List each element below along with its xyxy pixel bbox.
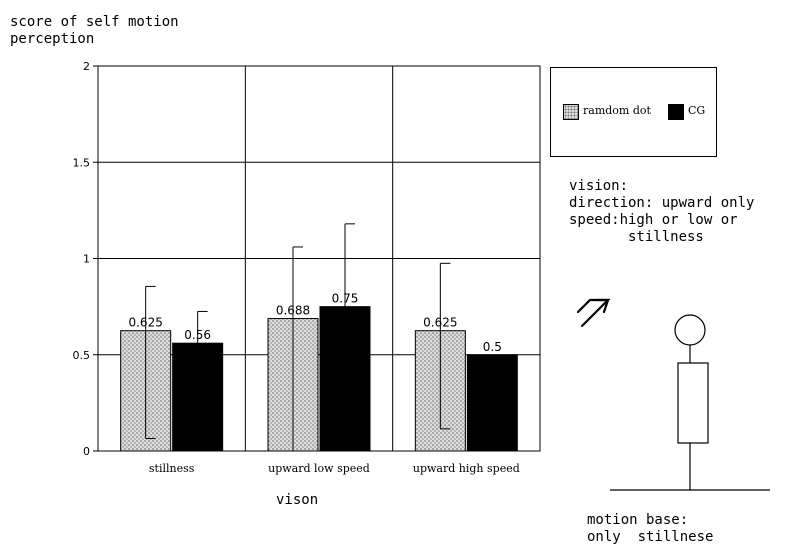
legend-swatch-cg	[668, 104, 684, 120]
figure-body	[677, 362, 709, 444]
legend-swatch-random-dot	[563, 104, 579, 120]
upward-diagonal-arrow-icon	[576, 298, 611, 328]
y-tick-label: 0.5	[73, 349, 91, 362]
error-bars	[145, 223, 451, 452]
legend-label-random-dot: ramdom dot	[583, 104, 651, 117]
bar-cg	[466, 354, 518, 452]
vision-note: vision: direction: upward only speed:hig…	[569, 178, 755, 245]
x-tick-label: stillness	[149, 462, 195, 475]
data-label: 0.75	[332, 292, 359, 306]
legend: ramdom dot CG	[550, 67, 717, 157]
data-label: 0.688	[276, 304, 310, 318]
x-tick-label: upward low speed	[268, 462, 370, 475]
motion-base-note: motion base: only stillnese	[587, 512, 714, 545]
figure-head	[674, 314, 706, 346]
data-label: 0.5	[483, 340, 502, 354]
y-ticks: 0 0.5 1 1.5 2	[73, 60, 98, 458]
data-labels: 0.625 0.56 0.688 0.75 0.625 0.5	[128, 292, 501, 354]
bars	[120, 306, 518, 452]
bar-cg	[172, 342, 224, 452]
y-axis-label: score of self motion perception	[10, 14, 179, 47]
x-ticks: stillness upward low speed upward high spe…	[149, 462, 520, 475]
x-axis-label: vison	[276, 492, 319, 508]
y-tick-label: 1.5	[73, 156, 91, 169]
y-tick-label: 1	[83, 253, 90, 266]
y-tick-label: 2	[83, 60, 90, 73]
bar-cg	[319, 306, 371, 452]
x-tick-label: upward high speed	[413, 462, 520, 475]
gridlines	[98, 66, 540, 451]
data-label: 0.625	[423, 316, 457, 330]
data-label: 0.625	[128, 316, 162, 330]
figure-illustration	[610, 314, 770, 491]
legend-label-cg: CG	[688, 104, 706, 117]
data-label: 0.56	[184, 328, 211, 342]
y-tick-label: 0	[83, 445, 90, 458]
